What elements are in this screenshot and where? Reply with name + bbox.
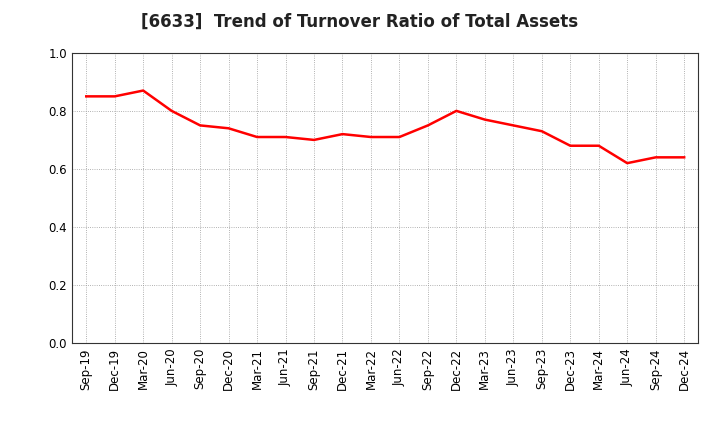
Text: [6633]  Trend of Turnover Ratio of Total Assets: [6633] Trend of Turnover Ratio of Total … (141, 13, 579, 31)
